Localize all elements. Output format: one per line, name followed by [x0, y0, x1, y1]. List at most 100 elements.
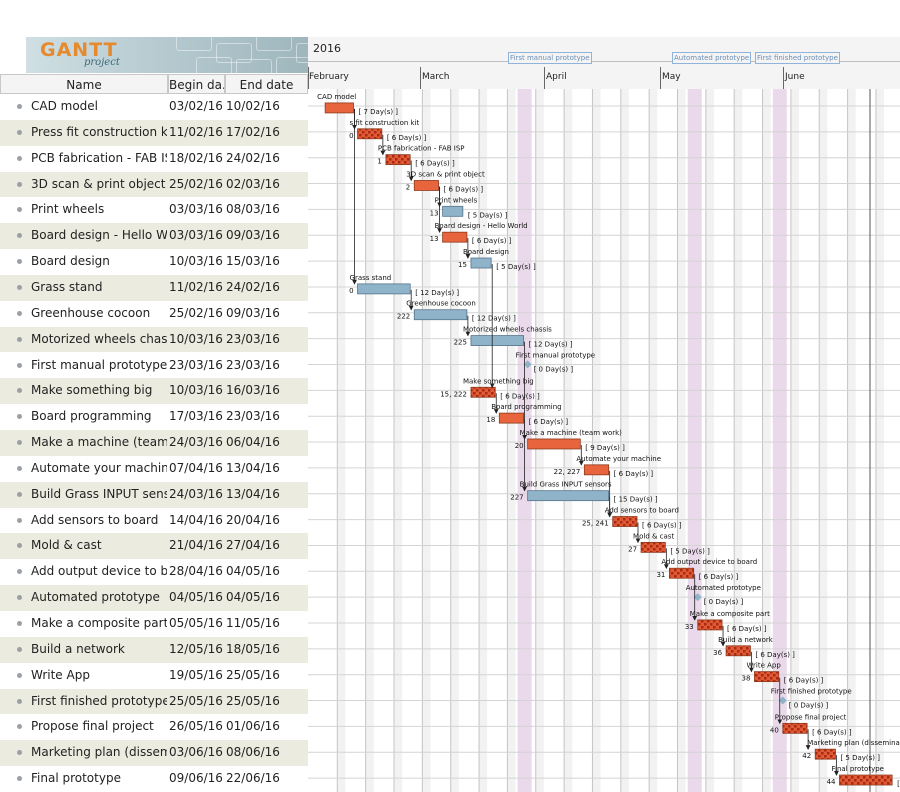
milestone-column — [772, 89, 787, 792]
task-row[interactable]: 3D scan & print object 25/02/16 02/03/16 — [0, 171, 308, 198]
task-bar[interactable] — [668, 567, 695, 579]
column-header-name[interactable]: Name — [0, 74, 168, 94]
task-bar[interactable] — [413, 180, 439, 191]
task-bar[interactable] — [442, 205, 464, 217]
task-bar[interactable] — [583, 464, 610, 476]
task-bar[interactable] — [527, 490, 610, 502]
milestone-diamond[interactable] — [693, 593, 702, 602]
task-bar[interactable] — [782, 722, 808, 734]
milestone-flag-first-manual-prototype[interactable]: First manual prototype — [508, 52, 592, 64]
gantt-chart-svg[interactable]: CAD model[ 7 Day(s) ] s fit construction … — [308, 89, 900, 792]
bullet-icon — [17, 284, 22, 290]
bullet-icon — [17, 750, 22, 756]
task-end-date: 09/03/16 — [226, 228, 280, 243]
task-begin-date: 17/03/16 — [169, 409, 223, 424]
task-bar[interactable] — [442, 231, 468, 243]
task-row[interactable]: Build a network 12/05/16 18/05/16 — [0, 636, 308, 663]
weekend-band — [394, 89, 403, 792]
task-row[interactable]: Board design 10/03/16 15/03/16 — [0, 249, 308, 275]
bullet-icon — [17, 543, 22, 549]
column-header-end-date[interactable]: End date — [225, 74, 308, 94]
task-name: Propose final project — [31, 719, 154, 734]
task-bar[interactable] — [413, 309, 468, 321]
task-bar[interactable] — [357, 283, 411, 295]
bullet-icon — [17, 388, 22, 394]
task-row[interactable]: CAD model 03/02/16 10/02/16 — [0, 94, 308, 120]
month-march: March — [422, 72, 450, 82]
bullet-icon — [17, 440, 22, 446]
task-bar[interactable] — [839, 774, 893, 786]
weekend-band — [620, 89, 629, 792]
milestone-flag-first-finished-prototype[interactable]: First finished prototype — [755, 52, 840, 64]
task-row[interactable]: Make something big 10/03/16 16/03/16 — [0, 378, 308, 405]
task-row[interactable]: Board programming 17/03/16 23/03/16 — [0, 404, 308, 430]
task-begin-date: 03/02/16 — [169, 99, 223, 113]
task-row[interactable]: Add sensors to board 14/04/16 20/04/16 — [0, 508, 308, 534]
task-end-date: 10/02/16 — [226, 99, 280, 113]
task-bar[interactable] — [470, 335, 524, 346]
task-begin-date: 25/02/16 — [169, 305, 223, 320]
task-end-date: 04/05/16 — [226, 564, 280, 579]
task-bar[interactable] — [470, 257, 492, 269]
task-row[interactable]: Automate your machine 07/04/16 13/04/16 — [0, 456, 308, 482]
task-end-date: 13/04/16 — [226, 486, 280, 501]
task-row[interactable]: Propose final project 26/05/16 01/06/16 — [0, 714, 308, 740]
gantt-chart-area[interactable]: CAD model[ 7 Day(s) ] s fit construction … — [308, 89, 900, 792]
task-row[interactable]: Automated prototype 04/05/16 04/05/16 — [0, 585, 308, 611]
task-dependency-number: 0 — [349, 132, 353, 140]
milestone-flag-automated-prototype[interactable]: Automated prototype — [672, 52, 752, 64]
task-bar[interactable] — [697, 619, 723, 631]
task-bar[interactable] — [754, 671, 780, 683]
task-row[interactable]: Greenhouse cocoon 25/02/16 09/03/16 — [0, 301, 308, 327]
weekend-band — [507, 89, 516, 792]
task-bar[interactable] — [470, 386, 496, 398]
task-bar[interactable] — [357, 128, 383, 140]
task-row[interactable]: Marketing plan (dissemi...03/06/1608/06/… — [0, 740, 308, 767]
task-end-date: 25/05/16 — [226, 667, 280, 682]
milestone-diamond[interactable] — [778, 696, 787, 705]
task-bar[interactable] — [324, 102, 354, 114]
task-begin-date: 12/05/16 — [169, 641, 223, 656]
task-row[interactable]: Grass stand 11/02/16 24/02/16 — [0, 274, 308, 301]
task-row[interactable]: Make a composite part 05/05/16 11/05/16 — [0, 611, 308, 637]
logo-title: GANTT — [40, 39, 118, 61]
bullet-icon — [17, 569, 22, 575]
task-bar-label: Motorized wheels chassis — [463, 326, 552, 334]
task-row[interactable]: PCB fabrication - FAB ISP 18/02/16 24/02/1… — [0, 146, 308, 172]
task-row[interactable]: Mold & cast 21/04/16 27/04/16 — [0, 533, 308, 560]
weekend-band — [819, 89, 828, 792]
task-duration: [ 6 Day(s) ] — [472, 237, 512, 245]
task-name: First finished prototype — [31, 693, 167, 708]
task-row[interactable]: Board design - Hello Wo...03/03/1609/03/… — [0, 223, 308, 250]
task-name: Grass stand — [31, 279, 103, 294]
task-bar[interactable] — [385, 154, 411, 166]
task-duration: [ 6 Day(s) ] — [727, 625, 767, 633]
task-row[interactable]: First manual prototype 23/03/16 23/03/16 — [0, 353, 308, 379]
column-header-begin-date[interactable]: Begin da... — [168, 74, 225, 94]
task-row[interactable]: First finished prototype 25/05/16 25/05/16 — [0, 688, 308, 715]
task-row[interactable]: Build Grass INPUT sensors24/03/1613/04/1… — [0, 481, 308, 508]
task-row[interactable]: Final prototype 09/06/16 22/06/16 — [0, 766, 308, 792]
milestone-diamond[interactable] — [523, 360, 532, 369]
task-row[interactable]: Press fit construction kit 11/02/16 17/02/… — [0, 119, 308, 146]
task-row[interactable]: Add output device to bo...28/04/1604/05/… — [0, 559, 308, 585]
task-bar-label: CAD model — [317, 93, 356, 101]
task-end-date: 22/06/16 — [226, 771, 280, 786]
task-bar[interactable] — [612, 516, 638, 527]
task-bar[interactable] — [498, 412, 525, 424]
bullet-icon — [17, 595, 22, 601]
task-bar[interactable] — [640, 541, 666, 553]
task-row[interactable]: Write App 19/05/16 25/05/16 — [0, 663, 308, 689]
task-table: Name Begin da... End date CAD model 03/02… — [0, 74, 308, 792]
task-bar[interactable] — [814, 748, 836, 760]
task-dependency-number: 42 — [802, 752, 811, 760]
bullet-icon — [17, 646, 22, 652]
weekend-band — [790, 89, 799, 792]
task-bar[interactable] — [527, 438, 581, 450]
task-row[interactable]: Print wheels 03/03/16 08/03/16 — [0, 197, 308, 223]
bullet-icon — [17, 310, 22, 316]
weekend-band — [875, 89, 885, 792]
task-bar[interactable] — [725, 645, 751, 657]
